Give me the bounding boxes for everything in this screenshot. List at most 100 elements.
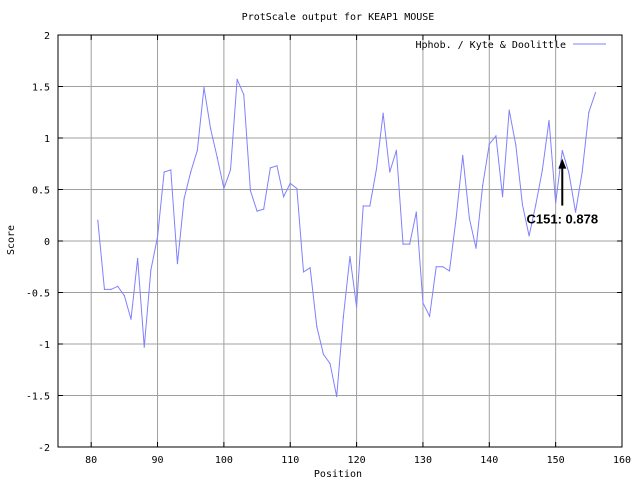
data-point <box>561 149 563 152</box>
data-point <box>289 182 291 184</box>
x-tick-label: 100 <box>215 455 233 466</box>
data-point <box>415 211 417 213</box>
data-point <box>183 198 185 200</box>
data-point <box>130 318 132 320</box>
legend-label: Hphob. / Kyte & Doolittle <box>415 40 566 51</box>
data-point <box>210 128 212 130</box>
data-point <box>375 168 378 170</box>
data-point <box>342 316 344 318</box>
data-point <box>382 112 384 114</box>
y-tick-label: 1 <box>44 134 50 145</box>
x-tick-label: 80 <box>85 455 97 466</box>
data-point <box>495 135 497 137</box>
data-point <box>229 169 232 171</box>
data-point <box>276 165 278 167</box>
data-point <box>150 269 152 271</box>
data-point <box>203 86 205 89</box>
data-point <box>309 267 311 269</box>
data-point <box>256 210 258 212</box>
data-point <box>541 169 543 171</box>
data-point <box>555 202 557 204</box>
data-point <box>269 167 271 169</box>
y-axis-label: Score <box>6 225 17 255</box>
data-point <box>296 187 298 190</box>
data-point <box>402 243 404 245</box>
data-point <box>435 266 437 268</box>
data-point <box>355 306 358 308</box>
data-point <box>196 149 198 151</box>
data-point <box>163 171 165 173</box>
data-point <box>176 263 179 265</box>
data-point <box>528 235 530 237</box>
data-point <box>223 187 225 190</box>
data-point <box>508 109 510 111</box>
data-point <box>594 92 597 94</box>
x-tick-label: 110 <box>281 455 299 466</box>
data-point <box>137 257 139 260</box>
legend: Hphob. / Kyte & Doolittle <box>415 40 606 51</box>
data-point <box>588 111 590 113</box>
data-point <box>475 247 477 249</box>
data-point <box>283 196 285 198</box>
data-point <box>236 78 238 80</box>
data-point <box>316 325 318 328</box>
data-point <box>501 196 504 198</box>
data-point <box>97 219 99 221</box>
x-tick-label: 130 <box>414 455 432 466</box>
series-layer <box>97 78 597 398</box>
data-point <box>409 243 411 245</box>
data-point <box>455 217 457 219</box>
data-point <box>362 205 364 207</box>
data-point <box>123 294 125 297</box>
data-point <box>216 156 218 159</box>
data-point <box>243 94 245 96</box>
tick-marks <box>58 34 623 448</box>
data-point <box>143 346 145 348</box>
chart-title: ProtScale output for KEAP1 MOUSE <box>242 12 435 23</box>
data-point <box>302 271 305 273</box>
data-point <box>462 154 464 157</box>
data-point <box>249 189 252 192</box>
data-point <box>329 362 331 365</box>
grid-lines <box>58 34 623 448</box>
x-axis-label: Position <box>314 469 362 480</box>
y-tick-label: 0 <box>44 237 50 248</box>
y-tick-label: 1.5 <box>32 83 50 94</box>
x-tick-label: 120 <box>348 455 366 466</box>
data-point <box>369 205 371 207</box>
y-tick-label: -1.5 <box>26 392 50 403</box>
data-point <box>442 266 444 268</box>
y-tick-label: 2 <box>44 31 50 42</box>
data-point <box>574 211 577 213</box>
data-point <box>488 143 490 145</box>
data-point <box>336 395 338 398</box>
x-tick-label: 160 <box>613 455 631 466</box>
data-point <box>190 171 192 173</box>
data-point <box>170 169 172 171</box>
y-tick-label: -1 <box>38 340 50 351</box>
annotation: C151: 0.878 <box>527 158 599 227</box>
annotation-label: C151: 0.878 <box>527 212 599 227</box>
data-point <box>156 236 159 238</box>
data-point <box>389 171 391 173</box>
data-point <box>548 119 550 122</box>
data-point <box>322 353 325 355</box>
data-point <box>263 208 265 210</box>
data-point <box>428 315 431 317</box>
y-tick-labels: -2 -1.5 -1 -0.5 0 0.5 1 1.5 2 <box>26 31 50 454</box>
y-tick-label: 0.5 <box>32 186 50 197</box>
data-point <box>581 171 583 173</box>
data-point <box>103 288 106 291</box>
data-point <box>422 302 424 304</box>
data-point <box>482 184 484 186</box>
x-tick-label: 90 <box>152 455 164 466</box>
x-tick-label: 140 <box>480 455 498 466</box>
data-point <box>515 144 517 146</box>
y-tick-label: -2 <box>38 443 50 454</box>
data-point <box>535 204 537 206</box>
series-line <box>97 79 596 397</box>
data-point <box>395 149 397 151</box>
data-point <box>521 204 524 206</box>
